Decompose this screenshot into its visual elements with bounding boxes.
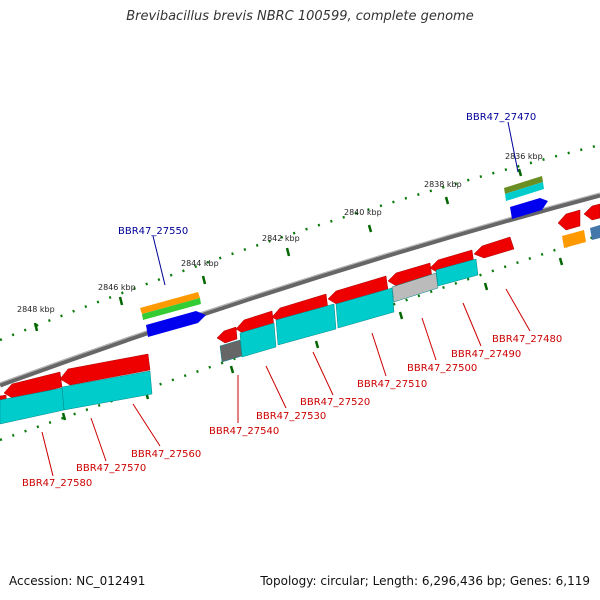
outer-major-ticks bbox=[33, 168, 523, 332]
scale-label-2844: 2844 kbp bbox=[181, 259, 219, 268]
gene-bbr47-27540-red bbox=[216, 326, 238, 344]
gene-bbr47-27560-red bbox=[59, 353, 151, 386]
gene-bbr47-27470-cyan bbox=[505, 182, 544, 201]
genome-backbone bbox=[0, 192, 600, 388]
label-bbr47-27540: BBR47_27540 bbox=[209, 426, 279, 437]
gene-orange-right bbox=[562, 230, 586, 248]
accession-label: Accession: NC_012491 bbox=[9, 574, 146, 588]
label-bbr47-27470: BBR47_27470 bbox=[466, 112, 536, 123]
label-bbr47-27550: BBR47_27550 bbox=[118, 226, 188, 237]
gene-bbr47-27500-grey bbox=[391, 272, 439, 303]
label-bbr47-27530: BBR47_27530 bbox=[256, 411, 326, 422]
forward-labels: BBR47_27470 BBR47_27550 bbox=[118, 112, 536, 286]
gene-bbr47-27570-cyan bbox=[0, 387, 65, 425]
gene-bbr47-27510-cyan bbox=[335, 287, 395, 329]
leader-bbr47-27500 bbox=[421, 317, 437, 361]
leader-bbr47-27470 bbox=[507, 121, 519, 173]
leader-bbr47-27580 bbox=[41, 431, 54, 477]
leader-bbr47-27480 bbox=[505, 288, 531, 332]
gene-bbr47-27520-cyan bbox=[275, 303, 337, 346]
reverse-label-texts: BBR47_27480 BBR47_27490 BBR47_27500 BBR4… bbox=[22, 334, 562, 489]
gene-red-far-right-2 bbox=[583, 203, 600, 221]
gene-bbr47-27550-green bbox=[142, 298, 201, 320]
label-bbr47-27480: BBR47_27480 bbox=[492, 334, 562, 345]
leader-bbr47-27520 bbox=[312, 351, 334, 396]
scale-label-2848: 2848 kbp bbox=[17, 305, 55, 314]
leader-bbr47-27560 bbox=[132, 403, 161, 447]
label-bbr47-27570: BBR47_27570 bbox=[76, 463, 146, 474]
gene-bbr47-27480-cyan bbox=[435, 258, 479, 287]
label-bbr47-27580: BBR47_27580 bbox=[22, 478, 92, 489]
scale-label-2846: 2846 kbp bbox=[98, 283, 136, 292]
reverse-labels bbox=[41, 288, 531, 477]
leader-bbr47-27530 bbox=[265, 365, 287, 409]
inner-major-ticks bbox=[61, 257, 564, 421]
gene-bbr47-27470-blue bbox=[510, 198, 548, 219]
gene-steel-right bbox=[590, 225, 600, 240]
label-bbr47-27560: BBR47_27560 bbox=[131, 449, 201, 460]
gene-bbr47-27550-blue bbox=[146, 311, 206, 337]
scale-label-2840: 2840 kbp bbox=[344, 208, 382, 217]
leader-bbr47-27510 bbox=[371, 332, 387, 377]
scale-label-2836: 2836 kbp bbox=[505, 152, 543, 161]
reverse-cyan-row bbox=[0, 258, 479, 425]
leader-bbr47-27550 bbox=[152, 235, 166, 286]
scale-label-2842: 2842 kbp bbox=[262, 234, 300, 243]
scale-label-2838: 2838 kbp bbox=[424, 180, 462, 189]
gene-bbr47-27550-orange bbox=[140, 292, 200, 314]
label-bbr47-27490: BBR47_27490 bbox=[451, 349, 521, 360]
gene-bbr47-27470-olive bbox=[504, 176, 543, 194]
gene-red-far-right-1 bbox=[557, 209, 581, 231]
gene-bbr47-27480-red bbox=[473, 236, 515, 259]
map-title: Brevibacillus brevis NBRC 100599, comple… bbox=[126, 9, 474, 24]
label-bbr47-27520: BBR47_27520 bbox=[300, 397, 370, 408]
scale-labels: 2836 kbp 2838 kbp 2840 kbp 2842 kbp 2844… bbox=[17, 152, 543, 314]
leader-bbr47-27570 bbox=[90, 417, 107, 462]
label-bbr47-27510: BBR47_27510 bbox=[357, 379, 427, 390]
forward-features bbox=[140, 176, 600, 337]
genome-summary: Topology: circular; Length: 6,296,436 bp… bbox=[260, 574, 590, 588]
reverse-red-row bbox=[0, 203, 600, 408]
label-bbr47-27500: BBR47_27500 bbox=[407, 363, 477, 374]
gene-bbr47-27540-grey bbox=[219, 339, 243, 363]
leader-bbr47-27490 bbox=[462, 302, 482, 347]
